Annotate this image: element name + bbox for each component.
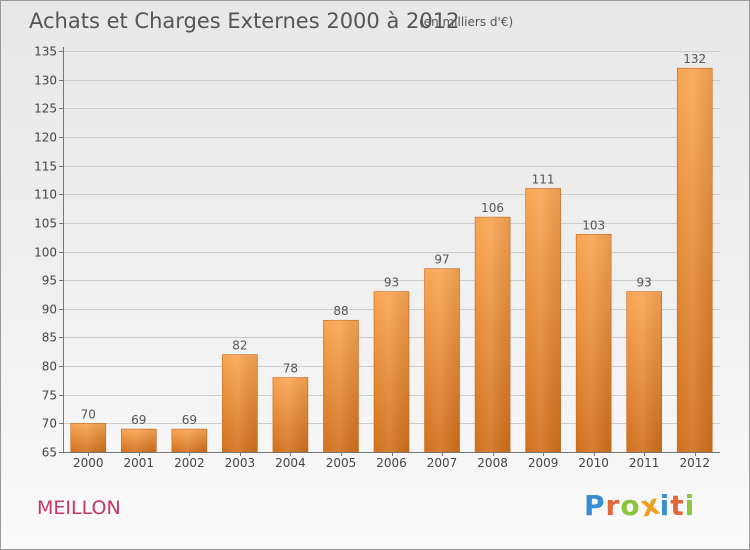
- x-tick-label: 2011: [629, 456, 660, 470]
- x-tick-label: 2010: [578, 456, 609, 470]
- x-tick-label: 2000: [73, 456, 104, 470]
- data-label: 97: [434, 253, 449, 267]
- bar-shine: [374, 291, 409, 452]
- data-label: 69: [182, 413, 197, 427]
- y-tick-label: 70: [42, 417, 57, 431]
- bar-shine: [272, 377, 308, 452]
- proxiti-logo: Proxiti: [584, 487, 696, 523]
- bar-shine: [171, 429, 207, 452]
- bars: [70, 67, 713, 453]
- x-tick-label: 2009: [528, 456, 559, 470]
- data-label: 93: [637, 276, 652, 290]
- y-tick-label: 130: [34, 74, 57, 88]
- y-tick-label: 110: [34, 188, 57, 202]
- axes: 65 70 75 80 85 90 95 100 105 110 115 120 125 130 135 20…: [34, 45, 720, 470]
- y-tick-label: 85: [42, 331, 57, 345]
- bar-shine: [677, 68, 713, 452]
- bar-shine: [70, 423, 106, 452]
- y-tick-label: 105: [34, 217, 57, 231]
- x-tick-label: 2001: [124, 456, 155, 470]
- y-tick-label: 95: [42, 274, 57, 288]
- y-tick-label: 65: [42, 446, 57, 460]
- x-tick-label: 2006: [376, 456, 407, 470]
- data-label: 70: [81, 407, 96, 421]
- logo-letter: i: [659, 489, 671, 522]
- logo-letter: i: [684, 489, 696, 522]
- y-tick-label: 100: [34, 246, 57, 260]
- logo-letter: r: [605, 489, 621, 522]
- bar-shine: [424, 268, 460, 452]
- y-tick-label: 80: [42, 360, 57, 374]
- y-tick-label: 120: [34, 131, 57, 145]
- y-tick-label: 125: [34, 102, 57, 116]
- bar-shine: [626, 291, 662, 452]
- commune-name: MEILLON: [37, 497, 121, 519]
- x-tick-label: 2004: [275, 456, 306, 470]
- x-tick-label: 2007: [427, 456, 458, 470]
- data-label: 88: [333, 304, 348, 318]
- y-tick-label: 135: [34, 45, 57, 59]
- bar-shine: [525, 188, 561, 452]
- data-label: 111: [532, 172, 555, 186]
- logo-letter: P: [584, 489, 606, 522]
- bar-shine: [222, 354, 258, 452]
- chart-title: Achats et Charges Externes 2000 à 2012: [29, 9, 460, 33]
- bar-shine: [121, 429, 157, 452]
- data-label: 78: [283, 362, 298, 376]
- y-tick-label: 75: [42, 389, 57, 403]
- y-tick-label: 90: [42, 303, 57, 317]
- data-label: 69: [131, 413, 146, 427]
- bar-shine: [323, 320, 359, 452]
- chart-subtitle: (en milliers d'€): [419, 15, 514, 29]
- x-tick-label: 2003: [225, 456, 256, 470]
- logo-letter: t: [670, 489, 685, 522]
- x-tick-label: 2002: [174, 456, 205, 470]
- bar-shine: [576, 234, 612, 452]
- x-tick-label: 2012: [679, 456, 710, 470]
- x-tick-label: 2008: [477, 456, 508, 470]
- data-label: 106: [481, 201, 504, 215]
- x-tick-label: 2005: [326, 456, 357, 470]
- logo-letter: o: [620, 489, 641, 522]
- bar-shine: [475, 217, 511, 452]
- data-label: 93: [384, 276, 399, 290]
- data-label: 103: [582, 218, 605, 232]
- data-labels: 70 69 69 82 78 88 93 97 106 111 103 93 132: [81, 52, 707, 427]
- data-label: 82: [232, 339, 247, 353]
- y-tick-label: 115: [34, 160, 57, 174]
- data-label: 132: [683, 52, 706, 66]
